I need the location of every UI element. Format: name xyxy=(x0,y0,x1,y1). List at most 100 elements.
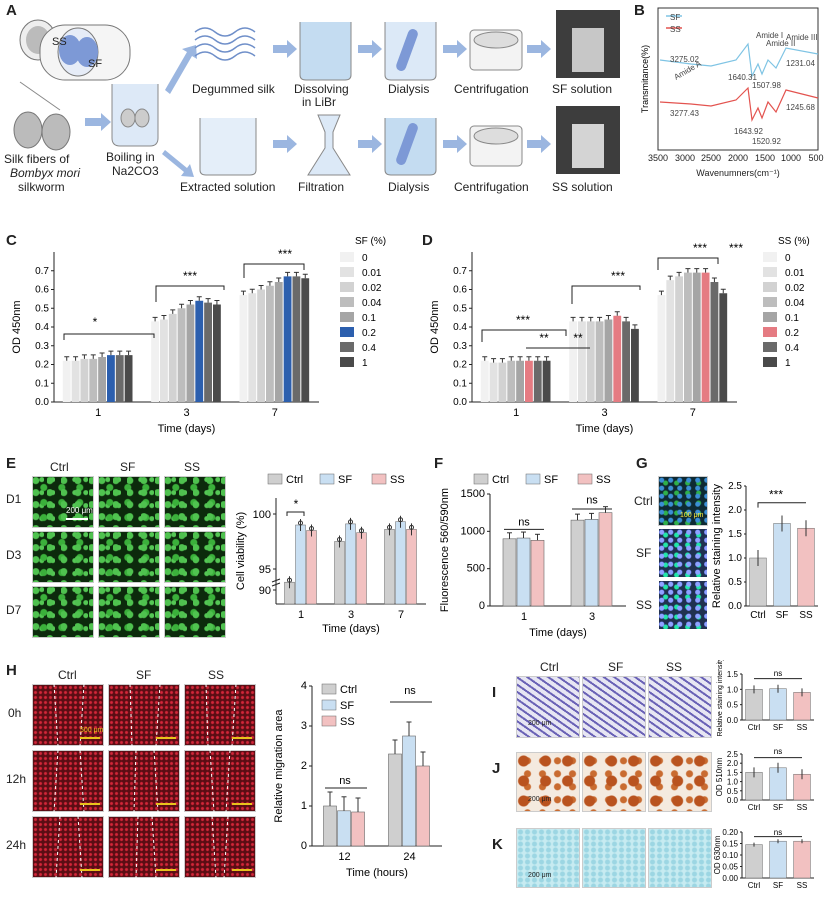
b-sf-peak-4: 1231.04 xyxy=(786,59,815,68)
y-tick-label: 0.0 xyxy=(728,601,742,612)
x-tick-label: SS xyxy=(799,610,813,621)
x-tick-label: Ctrl xyxy=(748,723,761,732)
legend-swatch xyxy=(340,312,354,322)
legend-swatch xyxy=(763,342,777,352)
legend-label: 0.1 xyxy=(785,313,799,324)
k-micrograph-ss xyxy=(648,828,712,888)
bar xyxy=(745,689,763,721)
y-tick-label: 3 xyxy=(301,720,307,732)
b-ss-peak-4: 1245.68 xyxy=(786,103,815,112)
i-col-ss: SS xyxy=(666,660,683,674)
b-xtick: 1000 xyxy=(781,153,801,163)
e-micrograph-ctrl-d3 xyxy=(32,531,94,583)
legend-swatch xyxy=(321,715,337,727)
b-xtick: 1500 xyxy=(755,153,775,163)
b-amide-iii: Amide III xyxy=(786,33,818,42)
bar xyxy=(98,357,106,402)
b-ss-peak-1: 3277.43 xyxy=(670,109,699,118)
b-ylabel: Transmitance(%) xyxy=(640,45,650,113)
y-tick-label: 0.3 xyxy=(453,341,467,352)
bar xyxy=(631,328,639,402)
bar xyxy=(168,313,177,402)
legend-label: 0 xyxy=(362,253,368,264)
x-tick-label: SS xyxy=(797,803,808,812)
y-tick-label: 0.5 xyxy=(727,787,739,796)
bar xyxy=(151,321,159,402)
y-tick-label: 0.0 xyxy=(35,397,49,408)
b-xtick: 2000 xyxy=(728,153,748,163)
x-tick-label: Ctrl xyxy=(748,881,761,890)
legend-label: 1 xyxy=(362,358,368,369)
x-axis-label: Time (days) xyxy=(158,423,216,435)
y-axis-label: Relative staining intensity xyxy=(717,660,724,737)
x-tick-label: SF xyxy=(776,610,789,621)
y-tick-label: 0.05 xyxy=(722,863,738,872)
b-ss-spectrum xyxy=(659,86,819,123)
h-micrograph-ctrl-12h xyxy=(32,750,104,812)
y-tick-label: 0.1 xyxy=(35,378,49,389)
e-micrograph-ss-d3 xyxy=(164,531,226,583)
x-tick-label: 3 xyxy=(183,407,189,419)
g-scale-bar-label: 100 μm xyxy=(680,512,704,519)
h-row-0h: 0h xyxy=(8,706,22,720)
legend-label: Ctrl xyxy=(340,684,357,696)
bar xyxy=(306,530,317,605)
panel-c-chart: 0.0 0.1 0.2 0.3 0.4 0.5 0.6 0.7 1 3 7 Time (days) OD… xyxy=(11,236,386,435)
e-row-d7: D7 xyxy=(6,603,22,617)
legend-title: SF (%) xyxy=(355,236,386,247)
y-tick-label: 0.5 xyxy=(453,303,467,314)
g-row-ss: SS xyxy=(636,598,653,612)
bar xyxy=(622,321,630,402)
panel-i-chart: 0.0 0.5 1.0 1.5 Ctrl SF SS Relative staining in… xyxy=(717,660,814,737)
a-sf-label: SF xyxy=(88,58,103,70)
y-tick-label: 90 xyxy=(259,585,271,597)
j-micrograph-ctrl xyxy=(516,752,580,812)
data-point xyxy=(337,537,342,542)
x-tick-label: 3 xyxy=(601,407,607,419)
significance-mark: ns xyxy=(339,775,351,787)
bar xyxy=(773,523,791,607)
h-col-ctrl: Ctrl xyxy=(58,668,77,682)
bar xyxy=(533,360,542,402)
y-axis-label: Cell viability (%) xyxy=(235,512,247,590)
bar xyxy=(71,360,80,402)
sig-bracket xyxy=(757,502,806,508)
legend-label: 0.1 xyxy=(362,313,376,324)
b-ss-peak-3: 1520.92 xyxy=(752,137,781,146)
panel-k-label: K xyxy=(492,836,503,853)
significance-mark: ns xyxy=(586,494,598,506)
e-col-sf: SF xyxy=(120,460,136,474)
legend-label: SS xyxy=(596,474,611,486)
bar xyxy=(769,688,787,721)
y-axis-label: Fluorescence 560/590nm xyxy=(439,488,451,612)
x-tick-label: SF xyxy=(773,723,783,732)
b-xtick: 2500 xyxy=(701,153,721,163)
a-source-1: Silk fibers of xyxy=(4,152,70,166)
g-micrograph-ss xyxy=(658,580,708,630)
legend-swatch xyxy=(473,473,489,485)
e-row-d3: D3 xyxy=(6,548,22,562)
a-step-sf-solution: SF solution xyxy=(552,82,613,96)
bar xyxy=(292,276,301,402)
h-micrograph-sf-24h xyxy=(108,816,180,878)
bar xyxy=(793,692,811,721)
x-tick-label: SS xyxy=(797,881,808,890)
h-micrograph-ss-12h xyxy=(184,750,256,812)
x-tick-label: 1 xyxy=(95,407,101,419)
i-micrograph-ctrl xyxy=(516,676,580,738)
panel-j-chart: 0.00.51.01.52.02.5 Ctrl SF SS OD 510nm ns xyxy=(715,747,814,812)
bar xyxy=(498,362,507,402)
a-step-degummed: Degummed silk xyxy=(192,82,275,96)
y-tick-label: 0.4 xyxy=(453,322,467,333)
bar xyxy=(283,276,292,402)
significance-mark: *** xyxy=(278,247,292,261)
h-micrograph-sf-0h xyxy=(108,684,180,746)
sig-bracket xyxy=(481,329,567,342)
y-tick-label: 0.0 xyxy=(453,397,467,408)
significance-mark: ** xyxy=(539,331,549,345)
x-tick-label: 3 xyxy=(589,611,595,623)
y-tick-label: 0.3 xyxy=(35,341,49,352)
significance-mark: * xyxy=(294,497,299,511)
a-step-dialysis-1: Dialysis xyxy=(388,82,430,96)
